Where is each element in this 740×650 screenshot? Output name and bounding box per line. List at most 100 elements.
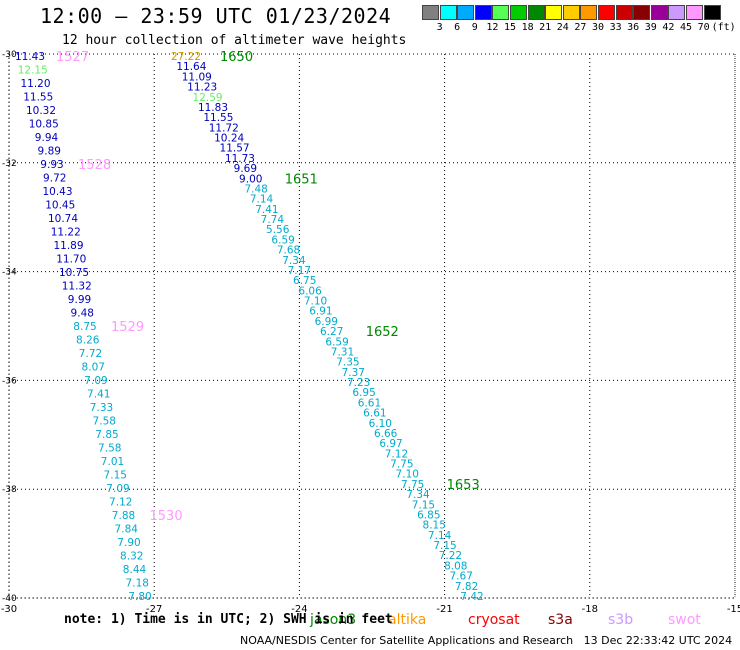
wave-height-value: 7.09 xyxy=(84,375,107,387)
color-scale-label: 21 xyxy=(539,22,552,33)
wave-height-value: 9.72 xyxy=(43,173,66,185)
lon-tick-label: -30 xyxy=(1,604,17,615)
lat-tick-label: -34 xyxy=(2,268,17,278)
color-swatch xyxy=(439,5,457,20)
color-swatch xyxy=(650,5,668,20)
color-scale-label: 27 xyxy=(574,22,587,33)
wave-height-value: 8.44 xyxy=(123,564,147,576)
axis-ticks: -30 -27 -24 -21 -18 -15 -30 -32 -34 -36 -38 -40 xyxy=(1,50,740,615)
note-text: note: 1) Time is in UTC; 2) SWH is in fe… xyxy=(64,612,393,627)
wave-height-value: 9.89 xyxy=(38,146,61,158)
pass-time-label: 1527 xyxy=(56,50,89,65)
wave-height-value: 11.83 xyxy=(198,102,228,114)
wave-height-value: 10.24 xyxy=(214,133,244,145)
wave-height-value: 7.58 xyxy=(98,443,121,455)
pass-time-label: 1529 xyxy=(111,320,144,335)
color-scale-label: 33 xyxy=(609,22,622,33)
altimeter-tracks: 11.4312.1511.2011.5510.3210.859.949.899.… xyxy=(15,50,484,603)
wave-height-value: 9.99 xyxy=(68,294,91,306)
wave-height-value: 7.37 xyxy=(342,367,365,379)
wave-height-value: 7.75 xyxy=(390,459,413,471)
wave-height-value: 6.27 xyxy=(320,326,343,338)
color-swatch xyxy=(545,5,563,20)
color-scale-label: 70 xyxy=(697,22,710,33)
wave-height-value: 11.70 xyxy=(56,254,86,266)
map-subtitle: 12 hour collection of altimeter wave hei… xyxy=(62,33,407,48)
wave-height-value: 7.84 xyxy=(115,524,139,536)
wave-height-value: 11.72 xyxy=(209,122,239,134)
wave-height-value: 27.22 xyxy=(171,51,201,63)
wave-height-value: 7.17 xyxy=(288,265,311,277)
color-swatch xyxy=(598,5,615,20)
wave-height-value: 6.75 xyxy=(293,275,316,287)
color-swatch xyxy=(492,5,510,20)
map-grid xyxy=(8,53,736,599)
color-swatch xyxy=(668,5,686,20)
pass-time-label: 1651 xyxy=(285,172,318,187)
color-scale-label: 36 xyxy=(627,22,640,33)
wave-height-value: 7.15 xyxy=(412,499,435,511)
color-swatch xyxy=(474,5,492,20)
color-scale-label: 30 xyxy=(591,22,605,33)
footer-credit: NOAA/NESDIS Center for Satellite Applica… xyxy=(240,634,733,647)
wave-height-value: 7.88 xyxy=(112,510,135,522)
wave-height-value: 6.59 xyxy=(325,336,348,348)
wave-height-value: 6.91 xyxy=(309,306,332,318)
color-swatch xyxy=(615,5,633,20)
satellite-legend-item: cryosat xyxy=(468,612,520,628)
wave-height-value: 11.43 xyxy=(15,51,45,63)
wave-height-value: 7.09 xyxy=(106,483,129,495)
wave-height-value: 7.14 xyxy=(250,194,274,206)
wave-height-value: 9.93 xyxy=(40,159,63,171)
lon-tick-label: -21 xyxy=(436,604,452,615)
wave-height-value: 7.35 xyxy=(336,357,359,369)
wave-height-value: 7.23 xyxy=(347,377,370,389)
pass-time-label: 1530 xyxy=(150,509,183,524)
color-swatch xyxy=(422,5,439,20)
wave-height-value: 6.61 xyxy=(363,408,386,420)
wave-height-value: 11.89 xyxy=(53,240,83,252)
wave-height-value: 7.42 xyxy=(460,591,483,603)
satellite-legend-item: jason3 xyxy=(310,612,357,628)
lon-tick-label: -27 xyxy=(146,604,162,615)
map-frame xyxy=(8,53,736,599)
wave-height-value: 11.09 xyxy=(182,71,212,83)
wave-height-value: 7.67 xyxy=(450,571,473,583)
wave-height-value: 11.64 xyxy=(176,61,206,73)
color-scale-label: 39 xyxy=(644,22,657,33)
satellite-legend-item: s3a xyxy=(548,612,573,628)
wave-height-value: 6.97 xyxy=(379,438,402,450)
color-swatch xyxy=(527,5,545,20)
wave-height-value: 7.14 xyxy=(428,530,452,542)
wave-height-value: 11.55 xyxy=(23,92,53,104)
lat-tick-label: -40 xyxy=(2,594,17,604)
wave-height-value: 7.75 xyxy=(401,479,424,491)
lon-tick-label: -24 xyxy=(291,604,307,615)
color-swatch xyxy=(457,5,475,20)
wave-height-value: 7.48 xyxy=(244,183,267,195)
color-swatch xyxy=(562,5,580,20)
wave-height-value: 6.66 xyxy=(374,428,398,440)
wave-height-value: 9.94 xyxy=(35,132,59,144)
color-scale-label: 3 xyxy=(436,22,443,33)
wave-height-value: 7.31 xyxy=(331,346,354,358)
wave-height-value: 11.20 xyxy=(20,78,50,90)
wave-height-value: 7.22 xyxy=(439,550,462,562)
wave-height-value: 7.15 xyxy=(104,470,127,482)
color-swatch xyxy=(633,5,651,20)
wave-height-value: 6.61 xyxy=(358,397,381,409)
color-scale-label: 12 xyxy=(486,22,499,33)
wave-height-value: 7.90 xyxy=(117,537,140,549)
wave-height-value: 11.55 xyxy=(203,112,233,124)
wave-height-value: 10.75 xyxy=(59,267,89,279)
wave-height-value: 12.59 xyxy=(193,92,223,104)
wave-height-value: 5.56 xyxy=(266,224,290,236)
wave-height-value: 7.18 xyxy=(126,578,149,590)
color-scale-label: 24 xyxy=(556,22,569,33)
wave-height-value: 7.33 xyxy=(90,402,113,414)
wave-height-value: 7.74 xyxy=(261,214,285,226)
lat-tick-label: -36 xyxy=(2,376,17,386)
wave-height-value: 6.10 xyxy=(369,418,392,430)
wave-height-value: 9.00 xyxy=(239,173,262,185)
map-title: 12:00 – 23:59 UTC 01/23/2024 xyxy=(40,4,392,28)
